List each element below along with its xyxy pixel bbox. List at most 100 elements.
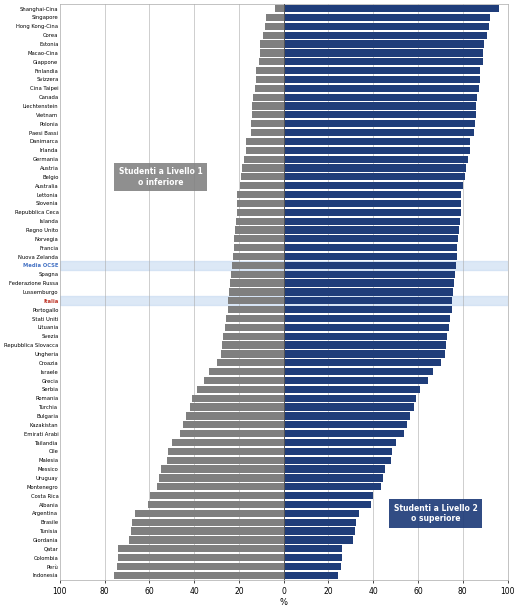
Bar: [284, 262, 456, 269]
Bar: [284, 138, 470, 145]
Bar: [284, 545, 343, 552]
Bar: [284, 218, 460, 225]
Bar: [284, 350, 445, 357]
Bar: [284, 111, 476, 119]
Bar: [253, 93, 284, 101]
Bar: [129, 536, 284, 544]
Bar: [284, 527, 356, 535]
Bar: [284, 5, 499, 12]
Bar: [252, 103, 284, 109]
Bar: [60, 296, 508, 306]
Bar: [284, 572, 338, 579]
Bar: [284, 200, 461, 207]
Bar: [265, 23, 284, 30]
Bar: [284, 14, 489, 21]
Bar: [284, 474, 383, 481]
Bar: [204, 377, 284, 384]
Bar: [232, 262, 284, 269]
Bar: [228, 297, 284, 304]
Bar: [284, 235, 458, 243]
Bar: [284, 147, 470, 154]
Bar: [284, 395, 416, 402]
Bar: [221, 350, 284, 357]
Bar: [244, 156, 284, 163]
Bar: [209, 368, 284, 375]
Bar: [117, 563, 284, 570]
Bar: [284, 271, 455, 278]
Bar: [256, 67, 284, 74]
Bar: [284, 492, 374, 499]
Bar: [284, 466, 385, 473]
Bar: [246, 147, 284, 154]
Bar: [255, 85, 284, 92]
Bar: [284, 412, 409, 420]
Bar: [230, 279, 284, 287]
Bar: [284, 93, 476, 101]
Bar: [217, 359, 284, 367]
Bar: [259, 58, 284, 65]
Bar: [240, 182, 284, 189]
Bar: [114, 572, 284, 579]
Bar: [284, 315, 450, 322]
Bar: [284, 563, 340, 570]
Bar: [118, 545, 284, 552]
Bar: [284, 306, 452, 313]
Bar: [284, 342, 446, 349]
Bar: [235, 226, 284, 233]
Bar: [236, 218, 284, 225]
Bar: [242, 164, 284, 172]
Bar: [186, 412, 284, 420]
Bar: [234, 244, 284, 251]
Bar: [197, 386, 284, 393]
Bar: [237, 200, 284, 207]
Bar: [246, 138, 284, 145]
Bar: [284, 85, 479, 92]
Bar: [284, 439, 397, 446]
Bar: [284, 448, 392, 455]
Bar: [284, 279, 454, 287]
Bar: [284, 421, 407, 428]
Bar: [147, 501, 284, 508]
Bar: [161, 466, 284, 473]
Bar: [284, 40, 484, 48]
Bar: [241, 174, 284, 180]
Bar: [149, 492, 284, 499]
Bar: [131, 527, 284, 535]
Bar: [284, 174, 465, 180]
Text: Studenti a Livello 1
o inferiore: Studenti a Livello 1 o inferiore: [119, 167, 202, 186]
Bar: [189, 403, 284, 411]
Bar: [183, 421, 284, 428]
Bar: [284, 67, 480, 74]
Bar: [256, 76, 284, 83]
Bar: [284, 501, 372, 508]
Bar: [223, 332, 284, 340]
Bar: [180, 430, 284, 437]
Bar: [284, 191, 461, 198]
Bar: [252, 111, 284, 119]
Bar: [284, 32, 487, 38]
Bar: [172, 439, 284, 446]
Bar: [284, 519, 356, 526]
Bar: [284, 510, 359, 517]
Bar: [284, 253, 457, 260]
Bar: [284, 554, 342, 562]
Bar: [284, 359, 441, 367]
Bar: [233, 253, 284, 260]
Bar: [225, 324, 284, 331]
Bar: [284, 332, 447, 340]
Bar: [284, 226, 459, 233]
Bar: [284, 536, 353, 544]
Bar: [284, 288, 453, 296]
Bar: [60, 261, 508, 270]
X-axis label: %: %: [280, 598, 288, 607]
Bar: [231, 271, 284, 278]
Bar: [251, 120, 284, 127]
Bar: [229, 288, 284, 296]
Bar: [284, 49, 483, 56]
Bar: [260, 49, 284, 56]
Bar: [167, 456, 284, 464]
Bar: [284, 129, 474, 136]
Bar: [234, 235, 284, 243]
Bar: [251, 129, 284, 136]
Bar: [193, 395, 284, 402]
